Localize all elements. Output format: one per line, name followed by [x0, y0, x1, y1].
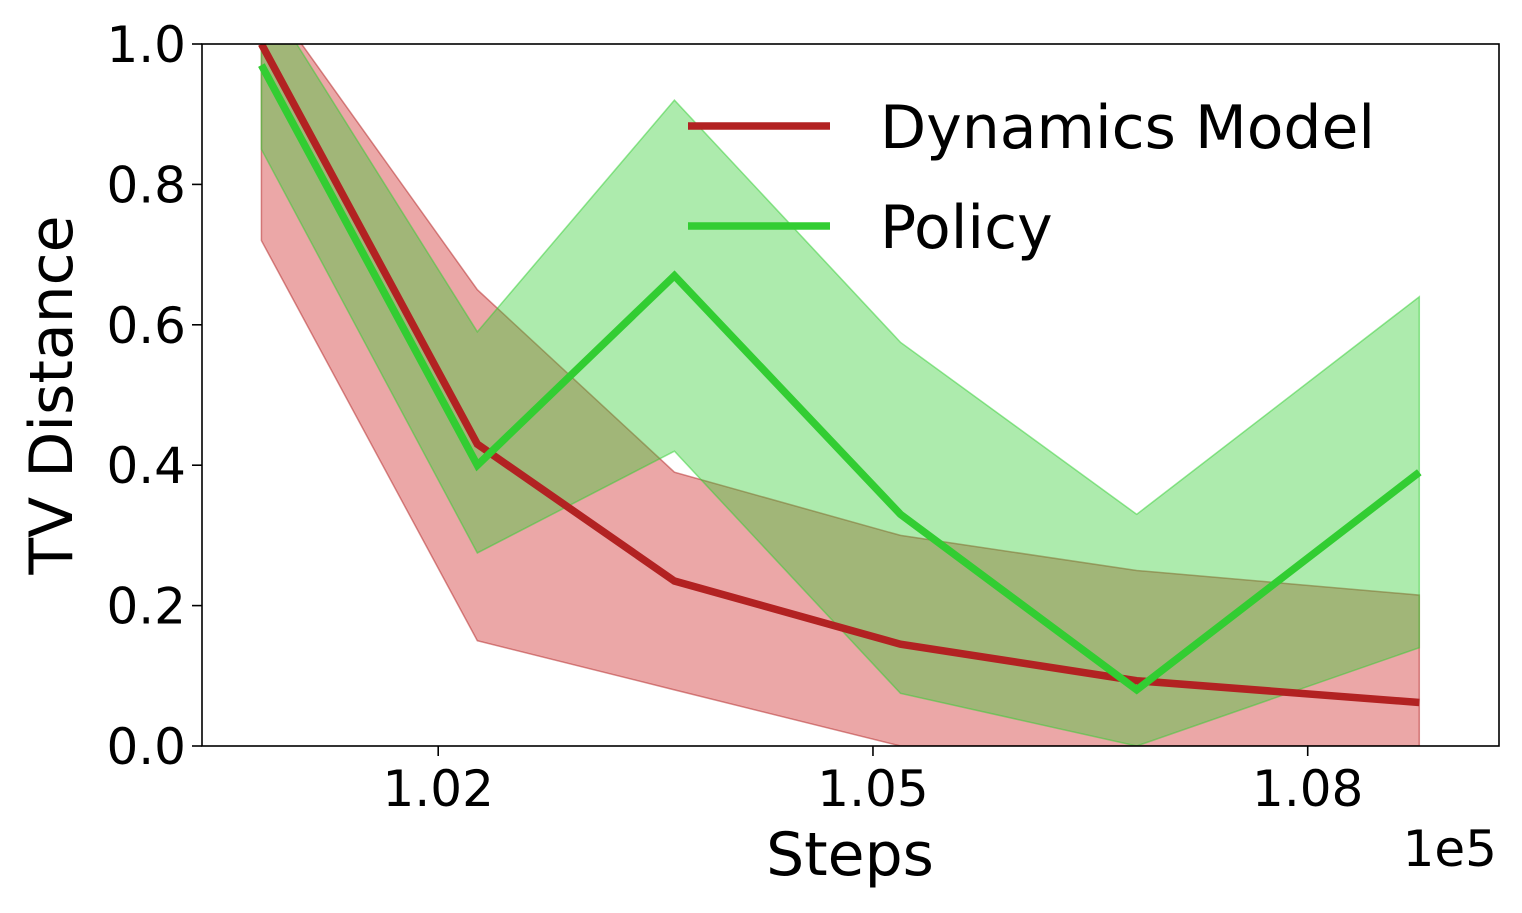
- dynamics-model-band: [260, 44, 1421, 746]
- y-axis-ticks: 0.0 0.2 0.4 0.6 0.8 1.0: [106, 16, 202, 776]
- confidence-bands: [260, 44, 1421, 746]
- x-axis-label: Steps: [766, 820, 934, 890]
- y-tick-label: 0.4: [106, 437, 186, 495]
- legend-label-policy: Policy: [880, 193, 1053, 263]
- x-offset-text: 1e5: [1403, 820, 1497, 878]
- series-lines: [258, 44, 1422, 707]
- dynamics-model-line: [258, 44, 1420, 707]
- y-tick-label: 1.0: [106, 16, 186, 74]
- x-tick-label: 1.08: [1252, 760, 1363, 818]
- policy-band: [260, 44, 1421, 746]
- legend: Dynamics Model Policy: [688, 93, 1375, 263]
- y-axis-label: TV Distance: [17, 215, 87, 575]
- y-tick-label: 0.2: [106, 578, 186, 636]
- x-axis-ticks: 1.02 1.05 1.08: [383, 746, 1363, 818]
- plot-frame: [201, 43, 1500, 747]
- x-tick-label: 1.05: [817, 760, 928, 818]
- policy-line: [258, 63, 1422, 695]
- y-tick-label: 0.8: [106, 156, 186, 214]
- y-tick-label: 0.6: [106, 297, 186, 355]
- y-tick-label: 0.0: [106, 718, 186, 776]
- x-tick-label: 1.02: [383, 760, 494, 818]
- legend-label-dynamics-model: Dynamics Model: [880, 93, 1375, 163]
